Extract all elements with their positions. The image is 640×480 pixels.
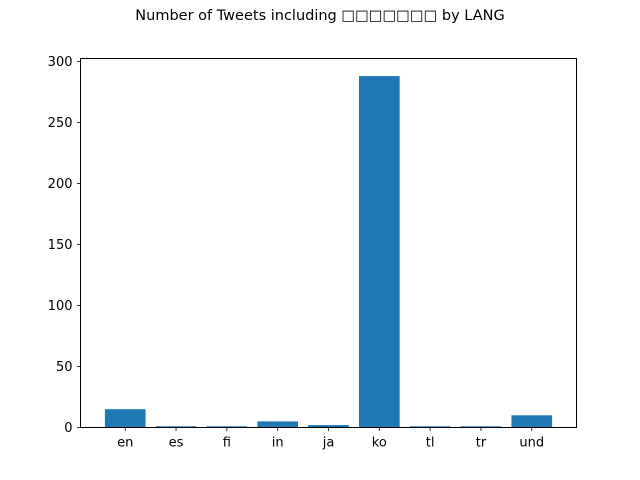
x-tick-label: ja [322, 436, 335, 451]
x-tick-label: und [519, 436, 544, 451]
bar-ja [308, 425, 349, 428]
x-tick-label: ko [372, 436, 387, 451]
y-axis-ticks: 0 50 100 150 200 250 300 [48, 55, 81, 436]
plot-frame [80, 58, 577, 428]
bar-ko [358, 76, 400, 428]
y-tick-label: 0 [64, 421, 72, 436]
y-tick-label: 150 [48, 238, 73, 253]
x-axis-ticks: en es fi in ja ko tl tr und [117, 427, 544, 451]
bar-und [511, 415, 553, 428]
x-tick-label: es [169, 436, 184, 451]
y-tick-label: 100 [48, 299, 73, 314]
bar-tl [409, 426, 451, 428]
x-tick-label: fi [223, 436, 231, 451]
x-tick-label: in [272, 436, 284, 451]
y-tick-label: 200 [48, 177, 73, 192]
y-tick-label: 250 [48, 116, 73, 131]
bar-en [104, 409, 146, 428]
bar-in [257, 421, 299, 428]
bars-group [104, 76, 553, 428]
x-tick-label: tr [476, 436, 487, 451]
y-tick-label: 50 [56, 360, 73, 375]
bar-tr [460, 426, 502, 428]
chart-title: Number of Tweets including □□□□□□□ by LA… [135, 8, 505, 24]
x-tick-label: en [117, 436, 133, 451]
x-tick-label: tl [426, 436, 435, 451]
y-tick-label: 300 [48, 55, 73, 70]
bar-es [155, 426, 197, 428]
bar-fi [206, 426, 248, 428]
